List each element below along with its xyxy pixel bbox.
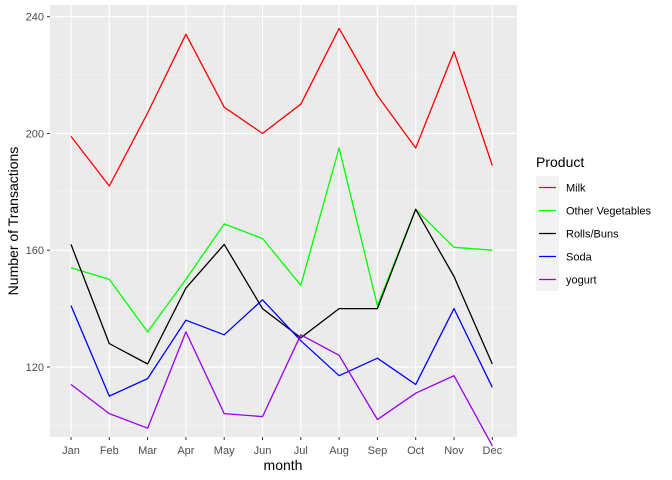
x-tick-label: Sep [368,445,388,457]
y-tick-label: 120 [26,362,44,374]
legend-label: Other Vegetables [566,206,652,218]
grid-major [50,5,517,437]
x-axis: Jan Feb Mar Apr May Jun Jul Aug Sep Oct Nov Dec [62,437,503,457]
legend-label: yogurt [566,275,597,287]
x-tick-label: Aug [329,445,349,457]
x-tick-label: Dec [483,445,503,457]
series-line-rolls-buns [70,208,493,365]
legend-label: Soda [566,252,593,264]
y-tick-label: 240 [26,12,44,24]
grid-minor [50,74,517,426]
x-tick-label: Mar [138,445,157,457]
series-line-milk [70,27,493,187]
plot-panel [50,5,517,437]
x-tick-label: Oct [407,445,424,457]
x-tick-label: Apr [177,445,194,457]
series-line-soda [70,299,493,397]
legend-label: Rolls/Buns [566,229,619,241]
x-tick-label: May [214,445,235,457]
x-tick-label: Jul [294,445,308,457]
x-axis-title: month [264,457,303,473]
legend: Product Milk Other Vegetables Rolls/Buns So… [536,154,652,291]
y-axis: 120 160 200 240 [26,12,50,374]
legend-title: Product [536,154,584,170]
x-tick-label: Nov [444,445,464,457]
x-tick-label: Jun [254,445,272,457]
y-axis-title: Number of Transactions [5,147,21,296]
series-line-yogurt [70,331,493,447]
y-tick-label: 160 [26,245,44,257]
x-tick-label: Jan [62,445,80,457]
y-tick-label: 200 [26,128,44,140]
legend-label: Milk [566,183,586,195]
x-tick-label: Feb [100,445,119,457]
series-lines [70,27,493,447]
series-line-other-vegetables [70,147,493,333]
